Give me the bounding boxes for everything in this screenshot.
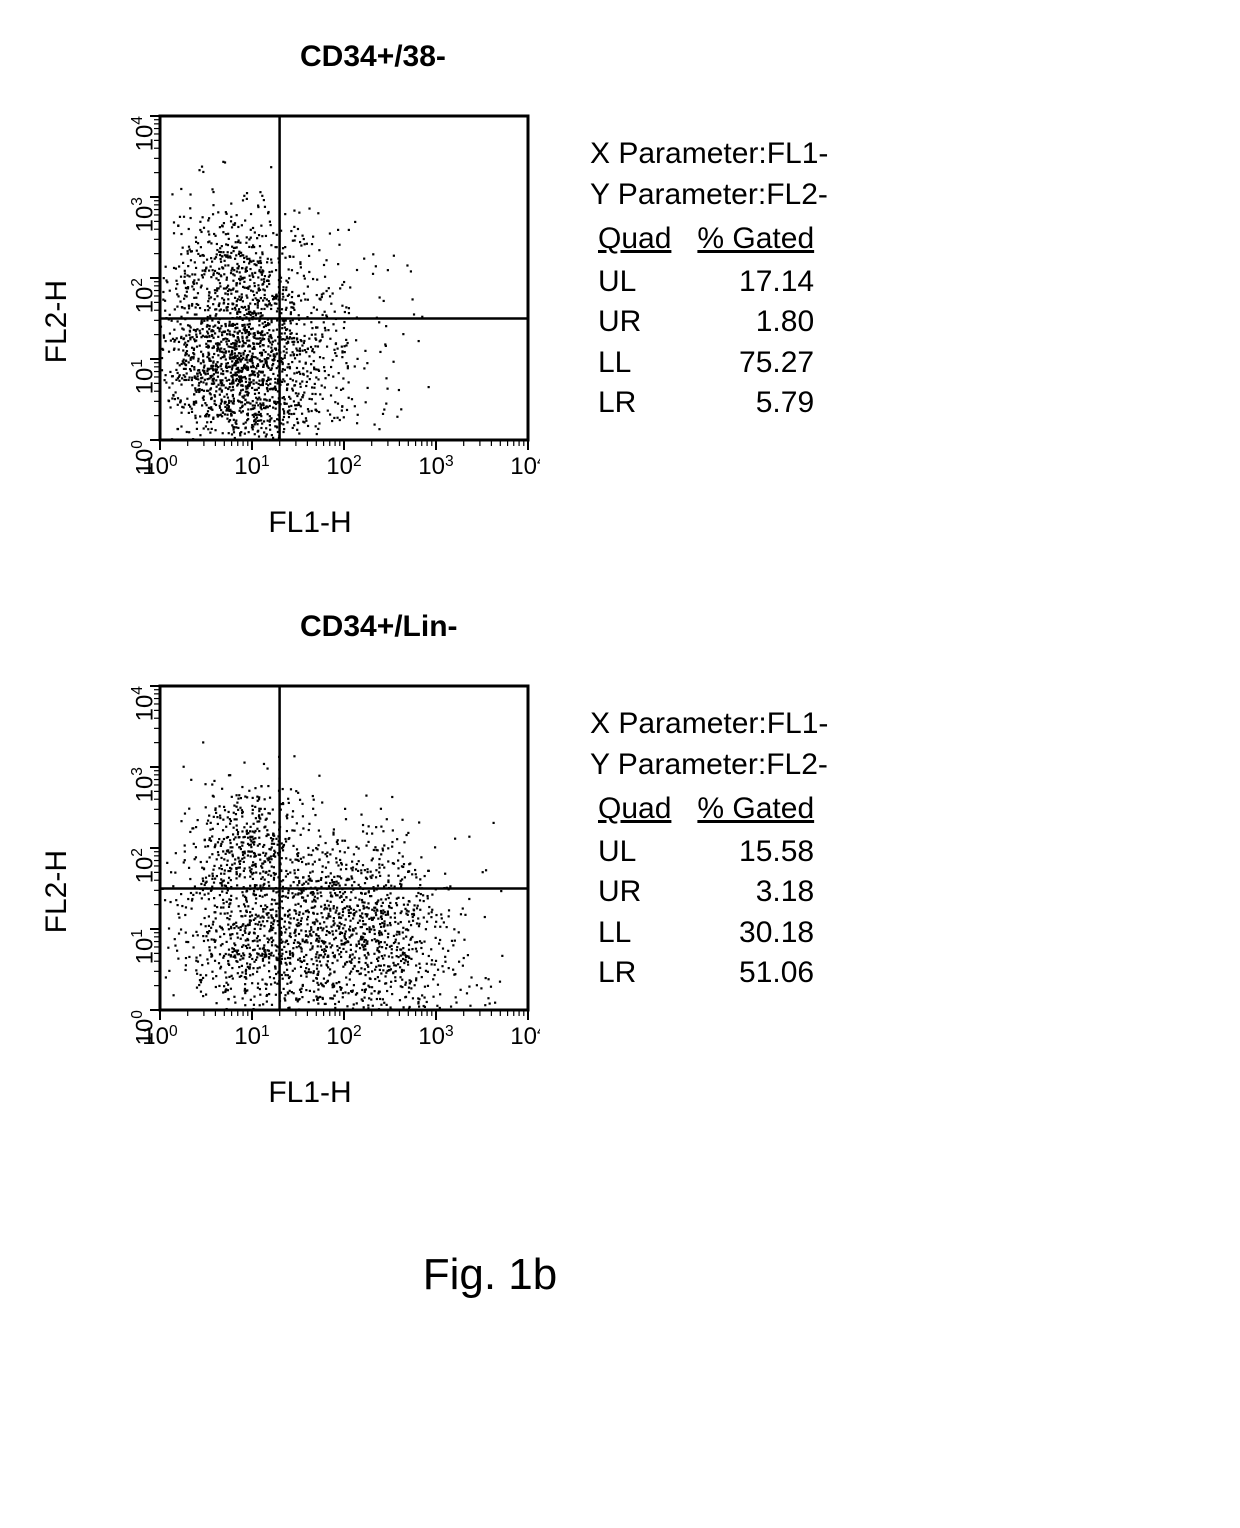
svg-text:102: 102 [129, 848, 159, 883]
x-param-label: X Parameter:FL1- [590, 134, 832, 175]
stats-block: X Parameter:FL1- Y Parameter:FL2- Quad %… [590, 704, 832, 994]
table-row: LR51.06 [590, 953, 832, 994]
svg-text:101: 101 [234, 453, 269, 481]
scatter-plot: 100100101101102102103103104104 [80, 674, 540, 1074]
svg-text:101: 101 [234, 1023, 269, 1051]
svg-text:103: 103 [418, 1023, 453, 1051]
table-row: LL30.18 [590, 913, 832, 954]
panel-body: FL2-H 100100101101102102103103104104 FL1… [40, 104, 832, 540]
svg-text:103: 103 [129, 197, 159, 232]
table-row: UR1.80 [590, 302, 832, 343]
svg-text:100: 100 [129, 440, 159, 476]
cell-gated: 17.14 [689, 262, 832, 303]
cell-gated: 75.27 [689, 343, 832, 384]
table-row: LL75.27 [590, 343, 832, 384]
cell-quad: LR [590, 383, 689, 424]
cell-gated: 1.80 [689, 302, 832, 343]
panel-body: FL2-H 100100101101102102103103104104 FL1… [40, 674, 832, 1110]
cell-gated: 5.79 [689, 383, 832, 424]
svg-text:101: 101 [129, 359, 159, 394]
cell-gated: 3.18 [689, 872, 832, 913]
col-quad: Quad [590, 789, 689, 832]
table-row: UR3.18 [590, 872, 832, 913]
svg-text:104: 104 [510, 1023, 540, 1051]
y-param-label: Y Parameter:FL2- [590, 175, 832, 216]
cell-quad: LL [590, 343, 689, 384]
y-param-label: Y Parameter:FL2- [590, 745, 832, 786]
y-axis-label: FL2-H [40, 850, 74, 933]
svg-text:102: 102 [129, 278, 159, 313]
panel-top: CD34+/38- FL2-H 100100101101102102103103… [40, 40, 832, 540]
svg-text:103: 103 [418, 453, 453, 481]
panel-title: CD34+/Lin- [300, 610, 458, 644]
col-gated: % Gated [689, 789, 832, 832]
x-param-label: X Parameter:FL1- [590, 704, 832, 745]
svg-text:101: 101 [129, 929, 159, 964]
panel-bottom: CD34+/Lin- FL2-H 10010010110110210210310… [40, 610, 832, 1110]
col-gated: % Gated [689, 219, 832, 262]
table-row: UL17.14 [590, 262, 832, 303]
figure-caption: Fig. 1b [40, 1250, 940, 1300]
stats-table: Quad % Gated UL17.14UR1.80LL75.27LR5.79 [590, 219, 832, 424]
cell-quad: UR [590, 302, 689, 343]
cell-quad: LL [590, 913, 689, 954]
svg-text:104: 104 [510, 453, 540, 481]
stats-table: Quad % Gated UL15.58UR3.18LL30.18LR51.06 [590, 789, 832, 994]
x-axis-label: FL1-H [268, 1076, 351, 1110]
panel-title: CD34+/38- [300, 40, 446, 74]
svg-text:100: 100 [129, 1010, 159, 1046]
col-quad: Quad [590, 219, 689, 262]
svg-text:104: 104 [129, 116, 159, 152]
scatter-plot: 100100101101102102103103104104 [80, 104, 540, 504]
cell-quad: UR [590, 872, 689, 913]
svg-text:102: 102 [326, 453, 361, 481]
svg-text:102: 102 [326, 1023, 361, 1051]
table-row: LR5.79 [590, 383, 832, 424]
x-axis-label: FL1-H [268, 506, 351, 540]
table-row: UL15.58 [590, 832, 832, 873]
cell-quad: LR [590, 953, 689, 994]
plot-area: FL2-H 100100101101102102103103104104 FL1… [40, 674, 540, 1110]
cell-quad: UL [590, 832, 689, 873]
stats-block: X Parameter:FL1- Y Parameter:FL2- Quad %… [590, 134, 832, 424]
y-axis-label: FL2-H [40, 280, 74, 363]
svg-text:103: 103 [129, 767, 159, 802]
cell-gated: 30.18 [689, 913, 832, 954]
svg-text:104: 104 [129, 686, 159, 722]
plot-area: FL2-H 100100101101102102103103104104 FL1… [40, 104, 540, 540]
cell-quad: UL [590, 262, 689, 303]
cell-gated: 51.06 [689, 953, 832, 994]
cell-gated: 15.58 [689, 832, 832, 873]
figure: CD34+/38- FL2-H 100 100 101 101 102 102 103 103… [40, 40, 1200, 1300]
